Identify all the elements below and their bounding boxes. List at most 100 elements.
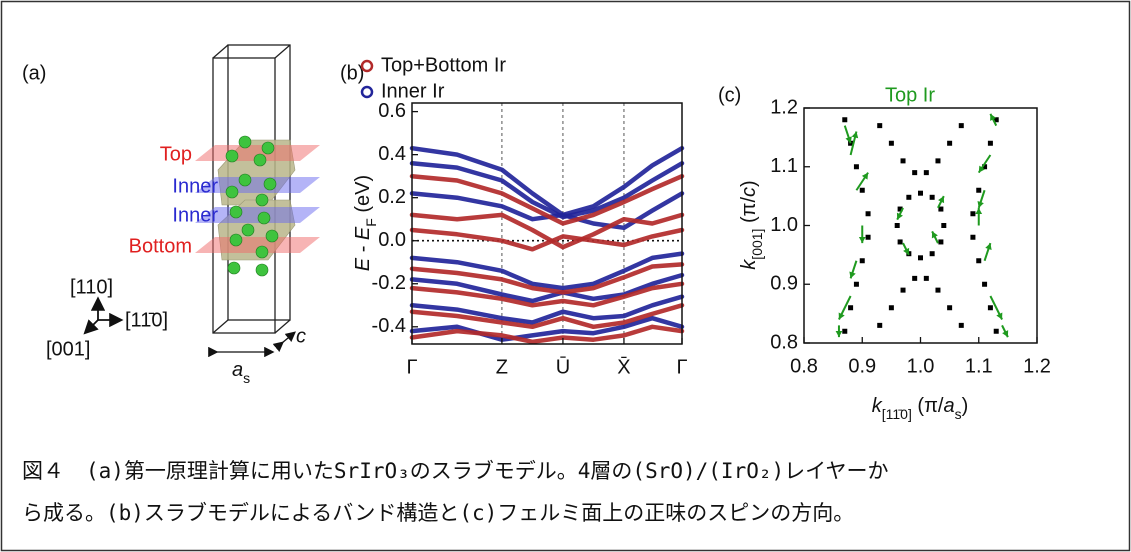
x-tick-label: Γ: [676, 356, 687, 378]
fermi-point: [898, 239, 903, 244]
fermi-point: [912, 276, 917, 281]
y-tick-label: 1.0: [770, 214, 798, 236]
fermi-point: [877, 323, 882, 328]
fermi-point: [970, 211, 975, 216]
y-tick-label: -0.4: [372, 315, 406, 337]
x-tick-label: 1.0: [907, 355, 935, 377]
y-axis-label: E - EF (eV): [352, 175, 378, 271]
spin-arrow: [932, 231, 938, 243]
legend-marker: [362, 87, 372, 97]
panel-label: (c): [718, 84, 741, 106]
spin-arrow: [859, 226, 866, 244]
layer-label: Top: [160, 143, 192, 165]
x-tick-label: Z: [496, 356, 508, 378]
y-tick-label: 0.6: [378, 100, 406, 122]
x-tick-label: Ū: [556, 355, 570, 378]
fermi-point: [982, 282, 987, 287]
fermi-point: [970, 235, 975, 240]
fermi-point: [842, 329, 847, 334]
layer-label: Inner: [172, 204, 218, 226]
fermi-point: [930, 251, 935, 256]
fermi-point: [947, 141, 952, 146]
axis-arrows: [86, 300, 120, 332]
axis-direction: [11̄0]: [125, 309, 168, 331]
fermi-point: [906, 195, 911, 200]
panel-label: (a): [22, 62, 46, 84]
fermi-point: [854, 164, 859, 169]
plot-frame: [804, 108, 1037, 343]
y-tick-label: 0.4: [378, 143, 406, 165]
fermi-point: [866, 211, 871, 216]
plot-scatter: [836, 114, 1009, 337]
fermi-point: [866, 235, 871, 240]
fermi-point: [842, 117, 847, 122]
axis-direction: [001]: [46, 338, 90, 360]
layer-label: Inner: [172, 175, 218, 197]
fermi-point: [889, 141, 894, 146]
fermi-point: [959, 123, 964, 128]
y-tick-label: 0.2: [378, 186, 406, 208]
panel-a: (a) Top Inner Inner Bottom [1: [22, 45, 320, 386]
spin-arrow: [845, 126, 852, 144]
fermi-point: [889, 305, 894, 310]
fermi-point: [976, 188, 981, 193]
spin-arrow: [1002, 325, 1008, 337]
x-tick-label: 1.2: [1023, 355, 1051, 377]
fermi-point: [976, 258, 981, 263]
fermi-point: [930, 195, 935, 200]
fermi-point: [918, 191, 923, 196]
lattice-label: c: [296, 325, 306, 347]
spin-arrow: [836, 325, 843, 337]
y-tick-label: 1.2: [770, 96, 798, 118]
y-tick-label: 1.1: [770, 155, 798, 177]
figure: (a) Top Inner Inner Bottom [1: [0, 0, 1131, 552]
plot-line: [412, 103, 682, 344]
x-tick-label: Γ: [406, 356, 417, 378]
fermi-point: [895, 223, 900, 228]
y-tick-label: -0.2: [372, 272, 406, 294]
axis-direction: [110]: [70, 276, 113, 298]
x-tick-label: 0.8: [790, 355, 818, 377]
fermi-point: [924, 170, 929, 175]
spin-arrow-head: [836, 331, 843, 337]
y-tick-label: 0.9: [770, 273, 798, 295]
fermi-point: [935, 158, 940, 163]
fermi-point: [941, 223, 946, 228]
lattice-arrow: [282, 333, 294, 343]
fermi-point: [901, 288, 906, 293]
fermi-point: [860, 258, 865, 263]
spin-arrow: [985, 243, 992, 261]
caption: ら成る。(b)スラブモデルによるバンド構造と(c)フェルミ面上の正味のスピンの方…: [22, 501, 854, 525]
spin-arrow: [977, 190, 984, 208]
spin-arrow: [975, 208, 982, 226]
fermi-point: [848, 305, 853, 310]
legend-label: Top+Bottom Ir: [381, 54, 506, 76]
spin-arrow: [903, 243, 909, 255]
fermi-point: [935, 288, 940, 293]
lattice-label: as: [232, 359, 250, 385]
fermi-point: [877, 123, 882, 128]
caption: 図４(a)第一原理計算に用いたSrIrO₃のスラブモデル。4層の(SrO)/(I…: [22, 459, 889, 483]
y-tick-label: 0.0: [378, 229, 406, 251]
fermi-point: [912, 170, 917, 175]
fermi-point: [947, 305, 952, 310]
spin-arrow: [849, 261, 856, 279]
spin-arrow-head: [852, 132, 859, 139]
fermi-point: [860, 188, 865, 193]
x-axis-label: k[11̄0] (π/as): [872, 395, 968, 421]
x-tick-label: 0.9: [848, 355, 876, 377]
spin-arrow: [979, 155, 991, 173]
fermi-point: [918, 255, 923, 260]
spin-arrow: [938, 196, 944, 208]
fermi-point: [938, 239, 943, 244]
spin-arrow-head: [859, 237, 866, 243]
spin-arrow-head: [975, 208, 982, 214]
x-tick-label: 1.1: [965, 355, 993, 377]
fermi-point: [924, 276, 929, 281]
y-axis-label: k[001] (π/c): [738, 180, 764, 269]
spin-arrow: [856, 173, 868, 191]
fermi-point: [901, 158, 906, 163]
y-tick-label: 0.8: [770, 331, 798, 353]
fermi-point: [854, 282, 859, 287]
fermi-point: [959, 323, 964, 328]
